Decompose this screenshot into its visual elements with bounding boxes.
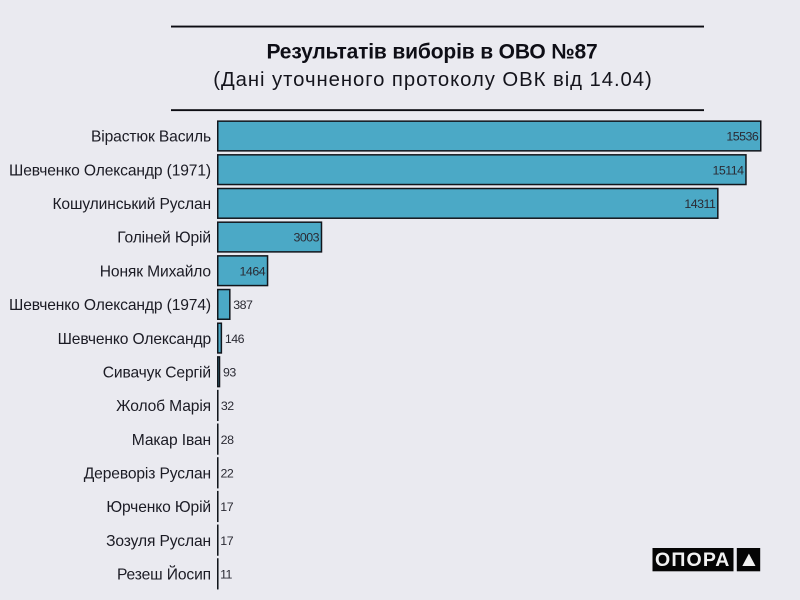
svg-text:22: 22 (220, 467, 233, 481)
svg-text:146: 146 (225, 332, 245, 346)
svg-text:ОПОРА: ОПОРА (655, 549, 730, 571)
svg-text:Жолоб Марія: Жолоб Марія (116, 398, 211, 415)
svg-text:1464: 1464 (240, 264, 266, 278)
svg-text:Шевченко Олександр (1971): Шевченко Олександр (1971) (9, 162, 211, 179)
svg-text:17: 17 (220, 534, 233, 548)
svg-text:Резеш Йосип: Резеш Йосип (117, 565, 211, 584)
svg-text:Шевченко Олександр (1974): Шевченко Олександр (1974) (9, 297, 211, 314)
svg-text:15536: 15536 (726, 130, 759, 144)
svg-text:Дереворіз Руслан: Дереворіз Руслан (84, 466, 211, 483)
svg-text:Ноняк Михайло: Ноняк Михайло (100, 263, 212, 280)
svg-text:28: 28 (221, 433, 234, 447)
svg-text:3003: 3003 (293, 231, 319, 245)
svg-text:Кошулинський Руслан: Кошулинський Руслан (52, 196, 211, 213)
svg-text:Вірастюк Василь: Вірастюк Василь (91, 129, 211, 146)
svg-text:387: 387 (233, 298, 253, 312)
svg-text:17: 17 (220, 500, 233, 514)
svg-text:Шевченко Олександр: Шевченко Олександр (58, 331, 212, 348)
svg-text:Макар Іван: Макар Іван (132, 432, 211, 449)
svg-text:Голіней Юрій: Голіней Юрій (117, 230, 211, 247)
svg-text:Юрченко Юрій: Юрченко Юрій (106, 499, 211, 516)
svg-text:32: 32 (221, 399, 234, 413)
svg-text:(Дані уточненого протоколу ОВК: (Дані уточненого протоколу ОВК від 14.04… (213, 69, 652, 91)
svg-text:15114: 15114 (712, 163, 744, 177)
svg-text:93: 93 (223, 365, 236, 379)
svg-text:Сивачук Сергій: Сивачук Сергій (103, 364, 211, 381)
svg-text:11: 11 (220, 568, 232, 582)
svg-text:Результатів виборів в ОВО №87: Результатів виборів в ОВО №87 (266, 40, 597, 63)
svg-text:14311: 14311 (684, 197, 716, 211)
svg-text:Зозуля Руслан: Зозуля Руслан (106, 533, 211, 550)
